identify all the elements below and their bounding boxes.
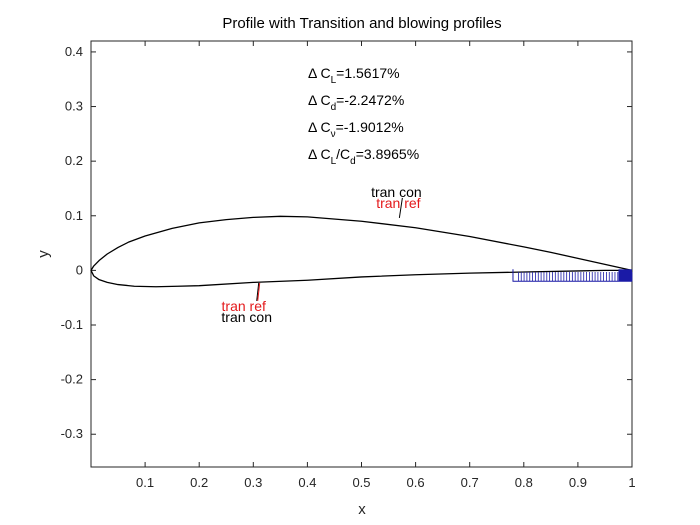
y-tick-label: -0.2 — [61, 372, 83, 387]
annotation-value: =1.5617% — [336, 65, 399, 81]
tran-ref-label: tran ref — [222, 298, 266, 314]
annotation-label: Δ C — [308, 119, 331, 135]
x-tick-label: 0.6 — [407, 475, 425, 490]
plot-area — [90, 40, 633, 468]
y-tick-label: -0.3 — [61, 426, 83, 441]
annotation-subscript: ν — [331, 129, 336, 140]
y-tick-label: 0.2 — [65, 153, 83, 168]
x-tick-label: 0.7 — [461, 475, 479, 490]
x-tick-label: 0.5 — [352, 475, 370, 490]
x-tick-label: 0.4 — [298, 475, 316, 490]
y-tick-label: 0.4 — [65, 44, 83, 59]
annotation-value: =-1.9012% — [336, 119, 404, 135]
coefficient-annotation: Δ Cd=-2.2472% — [308, 92, 404, 113]
blowing-block — [618, 269, 632, 282]
annotation-label: Δ C — [308, 146, 331, 162]
annotation-label: Δ C — [308, 65, 331, 81]
transition-marker-line — [256, 282, 260, 302]
transition-marker-line — [398, 197, 403, 219]
x-tick-label: 0.3 — [244, 475, 262, 490]
series-layer — [90, 215, 633, 288]
x-tick-label: 0.1 — [136, 475, 154, 490]
annotation-subscript-2: d — [350, 156, 356, 167]
blowing-envelope — [512, 269, 632, 282]
annotation-subscript: L — [331, 75, 337, 86]
x-axis-label: x — [358, 501, 366, 518]
coefficient-annotation: Δ CL/Cd=3.8965% — [308, 146, 419, 167]
coefficient-annotation: Δ CL=1.5617% — [308, 65, 400, 86]
tran-con-label: tran con — [371, 184, 422, 200]
coefficient-annotations: Δ CL=1.5617%Δ Cd=-2.2472%Δ Cν=-1.9012%Δ … — [308, 65, 419, 167]
transition-marker-ref-line — [257, 282, 261, 302]
y-axis-label: y — [35, 250, 52, 258]
y-tick-label: 0.1 — [65, 208, 83, 223]
annotation-label: Δ C — [308, 92, 331, 108]
annotation-mid: /C — [336, 146, 350, 162]
tran-con-label: tran con — [221, 309, 272, 325]
annotation-subscript: L — [331, 156, 337, 167]
annotation-subscript: d — [331, 102, 337, 113]
axis-ticks — [91, 41, 633, 467]
annotation-value: =3.8965% — [356, 146, 419, 162]
axis-tick-labels: 0.1 0.2 0.3 0.4 0.5 0.6 0.7 0.8 0.9 1 -0.3 -0.2 -0.1… — [61, 44, 636, 490]
coefficient-annotation: Δ Cν=-1.9012% — [308, 119, 404, 140]
tran-ref-label: tran ref — [376, 195, 420, 211]
y-tick-label: -0.1 — [61, 317, 83, 332]
annotation-value: =-2.2472% — [336, 92, 404, 108]
y-tick-label: 0.3 — [65, 99, 83, 114]
x-tick-label: 1 — [628, 475, 635, 490]
y-tick-label: 0 — [76, 262, 83, 277]
x-tick-label: 0.2 — [190, 475, 208, 490]
x-tick-label: 0.8 — [515, 475, 533, 490]
x-tick-label: 0.9 — [569, 475, 587, 490]
plot-title: Profile with Transition and blowing prof… — [222, 15, 501, 32]
blowing-profiles — [512, 269, 633, 282]
airfoil-profile-line — [90, 215, 633, 288]
